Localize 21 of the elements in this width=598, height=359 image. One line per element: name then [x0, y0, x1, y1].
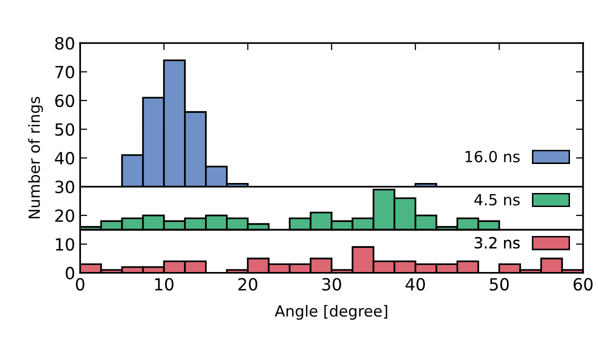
x-tick-label: 30: [322, 278, 342, 291]
y-tick-label: 20: [55, 209, 74, 222]
x-tick-label: 0: [76, 278, 84, 291]
y-tick-label: 10: [56, 238, 74, 251]
x-tick-label: 20: [238, 278, 258, 291]
y-axis-title: Number of rings: [28, 96, 43, 218]
y-tick-label: 40: [54, 152, 74, 165]
x-axis-title: Angle [degree]: [274, 304, 388, 320]
legend-label: 4.5 ns: [474, 194, 520, 206]
legend-label: 16.0 ns: [466, 150, 520, 162]
x-tick-label: 10: [155, 278, 174, 291]
y-tick-label: 30: [55, 180, 74, 194]
x-tick-label: 60: [574, 278, 593, 291]
legend-label: 3.2 ns: [474, 237, 520, 249]
y-tick-label: 0: [66, 266, 74, 280]
y-tick-label: 70: [55, 66, 74, 78]
y-tick-label: 60: [55, 94, 74, 108]
y-tick-label: 80: [55, 37, 74, 50]
y-tick-label: 50: [55, 123, 74, 136]
x-tick-label: 40: [406, 278, 425, 291]
x-tick-label: 50: [490, 278, 509, 291]
